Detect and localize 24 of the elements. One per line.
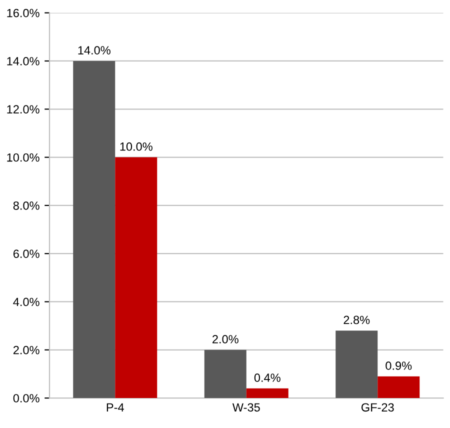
y-tick-label: 12.0% [7, 105, 40, 114]
y-tick-label: 2.0% [13, 346, 40, 354]
bar [73, 60, 116, 398]
y-tick-label: 16.0% [7, 8, 40, 18]
y-tick-label: 6.0% [13, 250, 40, 258]
bar [115, 157, 158, 398]
bar [204, 350, 246, 398]
y-tick-label: 14.0% [7, 57, 40, 66]
data-label: 2.8% [344, 316, 370, 324]
data-label: 10.0% [120, 142, 152, 151]
y-tick-label: 8.0% [13, 201, 40, 210]
data-label: 0.4% [254, 374, 280, 382]
y-tick-label: 0.0% [13, 394, 40, 402]
x-tick-label: P-4 [106, 403, 124, 412]
data-label: 0.9% [386, 362, 412, 370]
x-tick-label: GF-23 [361, 403, 394, 412]
bar [378, 376, 420, 398]
y-tick-label: 10.0% [7, 153, 40, 162]
bar [246, 388, 288, 398]
data-label: 2.0% [212, 335, 238, 344]
x-tick-label: W-35 [232, 403, 260, 412]
y-tick-label: 4.0% [13, 298, 40, 306]
bar [336, 330, 378, 398]
data-label: 14.0% [78, 46, 110, 54]
